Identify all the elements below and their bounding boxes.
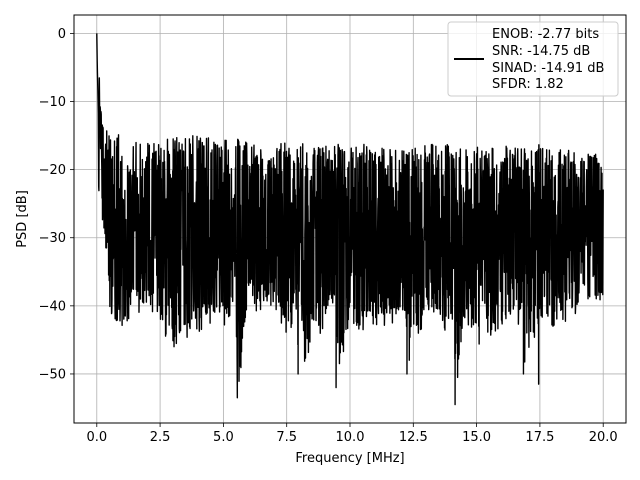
x-tick-label: 15.0 [462,430,491,445]
psd-series-line [96,33,604,406]
x-tick-label: 20.0 [589,430,618,445]
x-axis-ticks: 0.0 2.5 5.0 7.5 10.0 12.5 15.0 17.5 20.0 [86,423,618,445]
legend-box [447,21,619,97]
y-tick-label: −10 [39,95,66,110]
x-tick-label: 5.0 [213,430,234,445]
x-axis-label: Frequency [MHz] [295,451,404,466]
x-tick-label: 10.0 [336,430,365,445]
y-tick-label: 0 [58,27,66,42]
y-tick-label: −30 [39,231,66,246]
legend: ENOB: -2.77 bits SNR: -14.75 dB SINAD: -… [447,21,619,97]
y-tick-label: −40 [39,299,66,314]
x-tick-label: 2.5 [150,430,171,445]
y-axis-label: PSD [dB] [15,190,30,248]
x-tick-label: 17.5 [525,430,554,445]
legend-sinad: SINAD: -14.91 dB [492,61,604,76]
x-tick-label: 7.5 [276,430,297,445]
series-group [96,33,604,406]
legend-sfdr: SFDR: 1.82 [492,77,564,92]
y-axis-ticks: 0 −10 −20 −30 −40 −50 [39,27,74,382]
y-tick-label: −20 [39,163,66,178]
x-tick-label: 12.5 [399,430,428,445]
legend-enob: ENOB: -2.77 bits [492,27,599,42]
legend-snr: SNR: -14.75 dB [492,44,590,59]
y-tick-label: −50 [39,367,66,382]
x-tick-label: 0.0 [86,430,107,445]
